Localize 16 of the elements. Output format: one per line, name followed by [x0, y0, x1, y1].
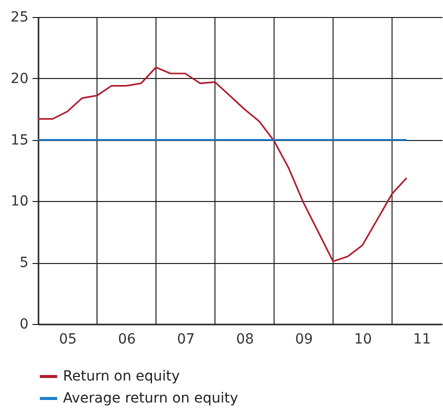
y-tick-label: 5 — [20, 255, 28, 272]
y-tick-label: 20 — [10, 70, 28, 87]
x-tick-label: 06 — [118, 332, 136, 348]
legend-label: Return on equity — [63, 368, 180, 384]
line-series — [37, 66, 408, 262]
y-tick-label: 10 — [10, 194, 28, 210]
x-tick-label: 10 — [354, 332, 372, 348]
legend-label: Average return on equity — [63, 390, 238, 406]
y-tick-label: 0 — [20, 316, 28, 332]
x-tick-label: 11 — [413, 332, 431, 348]
x-tick-label: 05 — [58, 332, 77, 348]
y-tick-label: 25 — [10, 10, 28, 26]
x-tick-label: 07 — [176, 332, 195, 348]
x-tick-label: 09 — [295, 332, 313, 348]
y-tick-label: 15 — [10, 132, 28, 148]
x-tick-label: 08 — [236, 332, 254, 348]
